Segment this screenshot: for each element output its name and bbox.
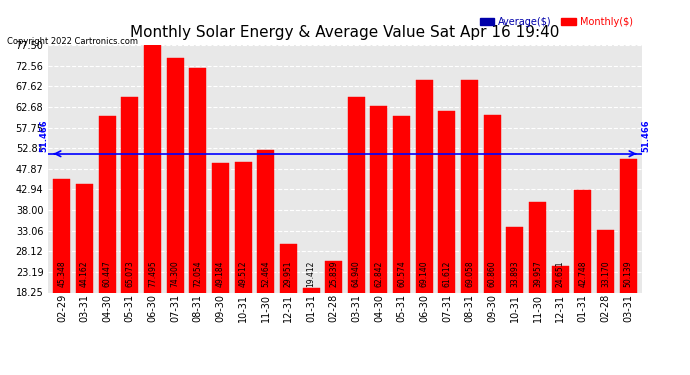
Text: 61.612: 61.612 [442, 261, 451, 287]
Bar [99, 116, 116, 369]
Text: 44.162: 44.162 [80, 261, 89, 287]
Text: 77.495: 77.495 [148, 261, 157, 287]
Text: 51.466: 51.466 [642, 119, 651, 152]
Text: 69.058: 69.058 [465, 261, 474, 287]
Text: 52.464: 52.464 [262, 261, 270, 287]
Text: 60.447: 60.447 [103, 261, 112, 287]
Bar [325, 261, 342, 369]
Bar [597, 230, 614, 369]
Text: 72.054: 72.054 [193, 261, 202, 287]
Bar [235, 162, 252, 369]
Text: 60.860: 60.860 [488, 261, 497, 287]
Bar [552, 266, 569, 369]
Text: 24.651: 24.651 [555, 261, 564, 287]
Bar [461, 80, 478, 369]
Text: 50.139: 50.139 [624, 261, 633, 287]
Text: 64.940: 64.940 [352, 261, 361, 287]
Text: 42.748: 42.748 [578, 261, 587, 287]
Bar [484, 114, 501, 369]
Title: Monthly Solar Energy & Average Value Sat Apr 16 19:40: Monthly Solar Energy & Average Value Sat… [130, 25, 560, 40]
Bar [76, 184, 93, 369]
Text: 29.951: 29.951 [284, 261, 293, 287]
Text: 45.348: 45.348 [57, 261, 66, 287]
Bar [212, 163, 229, 369]
Bar [53, 179, 70, 369]
Text: 19.412: 19.412 [306, 261, 315, 287]
Text: 33.893: 33.893 [511, 261, 520, 287]
Bar [121, 97, 138, 369]
Bar [348, 98, 365, 369]
Bar [393, 116, 410, 369]
Bar [302, 288, 319, 369]
Legend: Average($), Monthly($): Average($), Monthly($) [476, 13, 637, 30]
Bar [189, 68, 206, 369]
Text: 62.842: 62.842 [375, 261, 384, 287]
Bar [438, 111, 455, 369]
Text: 25.839: 25.839 [329, 261, 338, 287]
Bar [144, 45, 161, 369]
Bar [620, 159, 637, 369]
Text: 49.184: 49.184 [216, 261, 225, 287]
Text: 39.957: 39.957 [533, 261, 542, 287]
Bar [167, 58, 184, 369]
Bar [574, 190, 591, 369]
Bar [371, 106, 388, 369]
Text: 74.300: 74.300 [170, 261, 179, 287]
Bar [280, 244, 297, 369]
Text: 33.170: 33.170 [601, 261, 610, 287]
Text: 49.512: 49.512 [239, 261, 248, 287]
Text: 60.574: 60.574 [397, 261, 406, 287]
Text: 51.466: 51.466 [39, 119, 48, 152]
Bar [257, 150, 274, 369]
Bar [416, 80, 433, 369]
Text: 69.140: 69.140 [420, 261, 428, 287]
Text: 65.073: 65.073 [126, 261, 135, 287]
Text: Copyright 2022 Cartronics.com: Copyright 2022 Cartronics.com [7, 38, 138, 46]
Bar [506, 227, 523, 369]
Bar [529, 202, 546, 369]
